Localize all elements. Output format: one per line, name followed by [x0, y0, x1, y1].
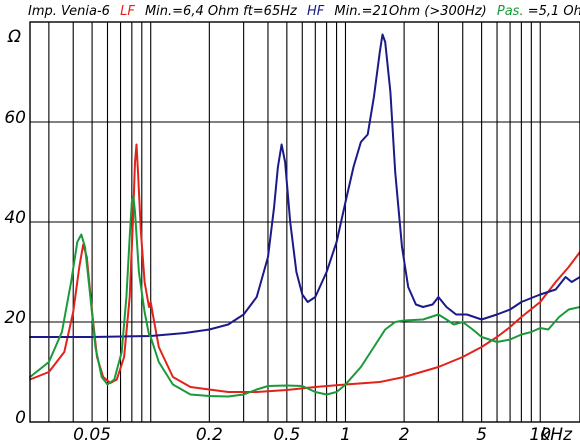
series-line-hf	[29, 33, 580, 338]
x-tick-labels: 0.05 0.2 0.5 1 2 5 10	[73, 425, 551, 443]
y-tick-label: 60	[4, 108, 26, 128]
y-tick-labels: 0 20 40 60	[4, 108, 26, 428]
title-lf-tag: LF	[120, 4, 135, 19]
x-tick-label: 2	[399, 425, 410, 443]
title-name: Imp. Venia-6	[28, 4, 110, 19]
title-pas-info: =5,1 Ohm	[528, 4, 580, 19]
x-tick-label: 5	[476, 425, 487, 443]
x-tick-label: 0.5	[273, 425, 300, 443]
title-lf-info: Min.=6,4 Ohm ft=65Hz	[145, 4, 298, 19]
x-axis-unit: kHz	[540, 425, 573, 443]
x-tick-label: 0.05	[73, 425, 111, 443]
plot-frame	[29, 21, 580, 423]
plot-curves	[29, 33, 580, 398]
y-tick-label: 20	[4, 308, 26, 328]
series-line-pas	[29, 196, 580, 398]
title-pas-tag: Pas.	[497, 4, 524, 19]
y-tick-label: 0	[15, 408, 26, 428]
y-tick-label: 40	[4, 208, 26, 228]
chart-title: Imp. Venia-6 LF Min.=6,4 Ohm ft=65Hz HF …	[28, 4, 580, 19]
x-tick-label: 1	[340, 425, 351, 443]
title-hf-tag: HF	[307, 4, 325, 19]
x-tick-label: 10	[529, 425, 551, 443]
x-tick-label: 0.2	[196, 425, 223, 443]
y-axis-unit: Ω	[7, 27, 21, 47]
title-hf-info: Min.=21Ohm (>300Hz)	[334, 4, 486, 19]
